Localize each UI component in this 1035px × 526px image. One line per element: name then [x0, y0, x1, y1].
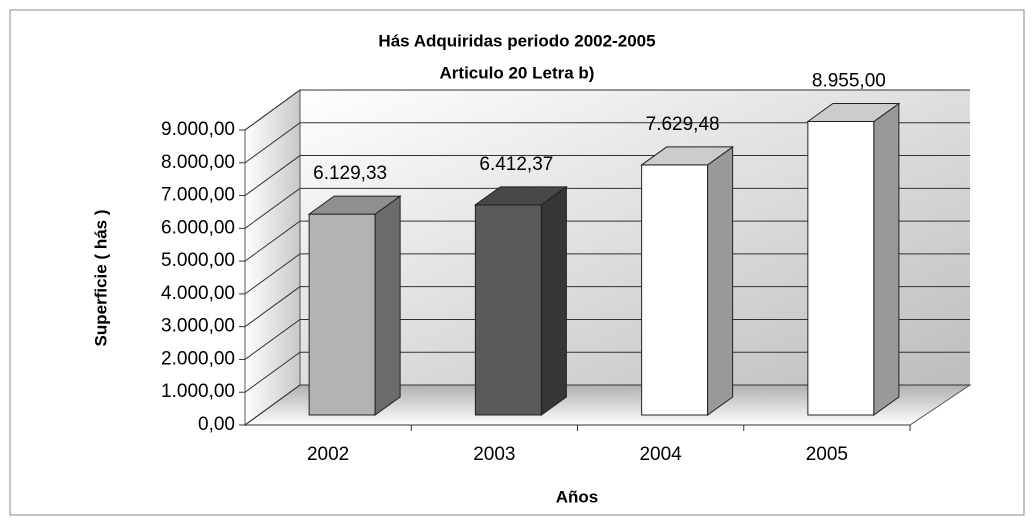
side-wall — [244, 89, 301, 426]
y-tick-label: 6.000,00 — [161, 217, 235, 238]
value-label: 6.412,37 — [479, 154, 553, 175]
grid-line — [244, 155, 970, 196]
bar-top — [473, 186, 568, 206]
bar-front — [308, 213, 376, 416]
x-tick-label: 2003 — [473, 444, 515, 465]
y-tick-label: 4.000,00 — [161, 283, 235, 304]
y-tick-label: 8.000,00 — [161, 152, 235, 173]
value-label: 6.129,33 — [313, 163, 387, 184]
x-tick-label: 2002 — [307, 444, 349, 465]
grid-line — [244, 253, 970, 295]
x-tick-label: 2005 — [806, 444, 848, 465]
chart-title: Hás Adquiridas periodo 2002-2005 — [378, 31, 655, 50]
chart-subtitle: Articulo 20 Letra b) — [440, 63, 595, 82]
bar-front — [474, 204, 542, 416]
bar — [806, 102, 901, 416]
grid-line — [244, 89, 970, 131]
value-label: 7.629,48 — [646, 114, 720, 135]
y-axis-label: Superficie ( hás ) — [91, 210, 110, 347]
bar-side — [873, 102, 900, 416]
bar-top — [307, 195, 402, 215]
bar — [473, 185, 568, 416]
grid-line — [244, 384, 970, 426]
back-wall — [300, 90, 970, 385]
bar-side — [707, 145, 734, 416]
y-tick-label: 0,00 — [198, 414, 235, 435]
grid-line — [244, 220, 970, 262]
x-axis-label: Años — [556, 487, 599, 506]
bar-side — [540, 185, 567, 416]
grid-line — [244, 351, 970, 393]
bar-side — [374, 195, 401, 416]
x-tick-label: 2004 — [639, 444, 682, 465]
grid-line — [244, 286, 970, 328]
value-label: 8.955,00 — [812, 70, 886, 91]
bar-front — [641, 164, 709, 416]
y-tick-label: 7.000,00 — [161, 185, 235, 206]
grid-line — [244, 318, 970, 360]
y-tick-label: 2.000,00 — [161, 348, 235, 369]
y-tick-label: 5.000,00 — [161, 250, 235, 271]
bar — [307, 195, 402, 416]
bar-top — [640, 146, 735, 166]
grid-line — [244, 187, 970, 229]
bar-front — [807, 120, 875, 416]
y-tick-label: 9.000,00 — [161, 119, 235, 140]
bar-top — [806, 102, 901, 122]
y-tick-label: 1.000,00 — [161, 381, 235, 402]
grid-line — [244, 122, 970, 164]
y-tick-label: 3.000,00 — [161, 316, 235, 337]
bar — [640, 145, 735, 416]
